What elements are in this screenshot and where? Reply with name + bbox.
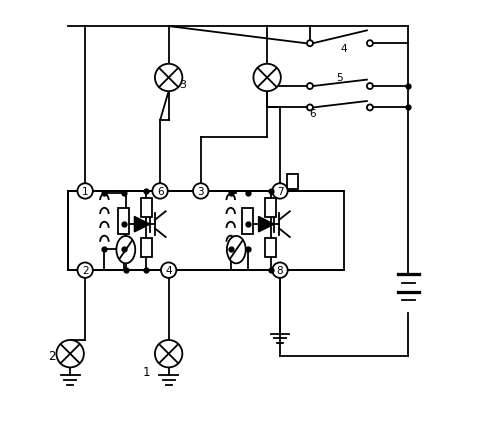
Text: 6: 6 [309,109,316,119]
Text: 5: 5 [336,73,343,83]
Bar [288,174,298,190]
Circle shape [272,184,287,199]
Circle shape [161,263,176,278]
Text: 1: 1 [82,187,88,197]
Text: 2: 2 [82,266,88,276]
Bar [265,238,276,257]
Bar [141,238,152,257]
Circle shape [78,184,93,199]
Circle shape [78,263,93,278]
Circle shape [367,41,373,47]
Text: 1: 1 [142,366,150,378]
Circle shape [272,263,287,278]
Ellipse shape [227,237,246,264]
Text: 7: 7 [276,187,283,197]
Bar [242,209,254,234]
Text: 6: 6 [157,187,164,197]
Text: 4: 4 [166,266,172,276]
Text: 3: 3 [180,80,186,90]
Circle shape [307,84,313,90]
Text: 4: 4 [341,44,347,54]
Text: 8: 8 [276,266,283,276]
Bar [68,191,344,270]
Circle shape [367,84,373,90]
Circle shape [307,41,313,47]
Bar [265,199,276,218]
Circle shape [155,64,182,92]
Circle shape [193,184,208,199]
Text: 2: 2 [48,350,56,362]
Circle shape [152,184,168,199]
Ellipse shape [116,237,135,264]
Bar [141,199,152,218]
Circle shape [254,64,281,92]
Bar [118,209,129,234]
Text: 3: 3 [198,187,204,197]
Circle shape [367,105,373,111]
Polygon shape [134,217,150,232]
Circle shape [307,105,313,111]
Circle shape [155,340,182,368]
Circle shape [56,340,84,368]
Polygon shape [258,217,274,232]
